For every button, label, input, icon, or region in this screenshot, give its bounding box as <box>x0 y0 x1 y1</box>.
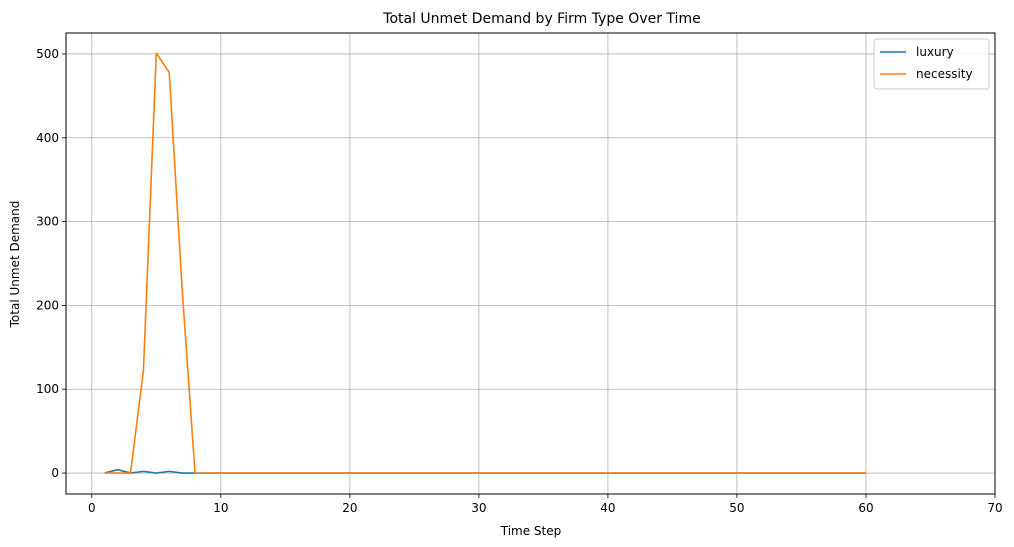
y-tick-label: 0 <box>51 466 59 480</box>
legend: luxury necessity <box>873 38 990 90</box>
series-lines <box>104 52 866 474</box>
y-tick-label: 100 <box>36 382 59 396</box>
x-tick-label: 20 <box>342 501 357 515</box>
x-tick-label: 30 <box>471 501 486 515</box>
y-tick-label: 400 <box>36 131 59 145</box>
x-tick-label: 40 <box>600 501 615 515</box>
x-axis-label: Time Step <box>500 524 562 538</box>
x-tick-label: 0 <box>88 501 96 515</box>
plot-frame <box>65 32 996 495</box>
x-axis-ticks: 0 10 20 30 40 50 60 70 <box>88 494 1003 515</box>
legend-label-luxury: luxury <box>916 45 954 59</box>
legend-label-necessity: necessity <box>916 67 973 81</box>
y-tick-label: 300 <box>36 215 59 229</box>
x-tick-label: 70 <box>987 501 1002 515</box>
x-tick-label: 50 <box>729 501 744 515</box>
y-tick-label: 500 <box>36 47 59 61</box>
series-line-necessity <box>104 52 866 474</box>
x-tick-label: 10 <box>213 501 228 515</box>
x-tick-label: 60 <box>858 501 873 515</box>
y-axis-label: Total Unmet Demand <box>8 201 22 329</box>
y-axis-ticks: 0 100 200 300 400 500 <box>36 47 66 480</box>
chart-title: Total Unmet Demand by Firm Type Over Tim… <box>382 11 700 27</box>
grid-lines <box>66 33 996 494</box>
y-tick-label: 200 <box>36 298 59 312</box>
